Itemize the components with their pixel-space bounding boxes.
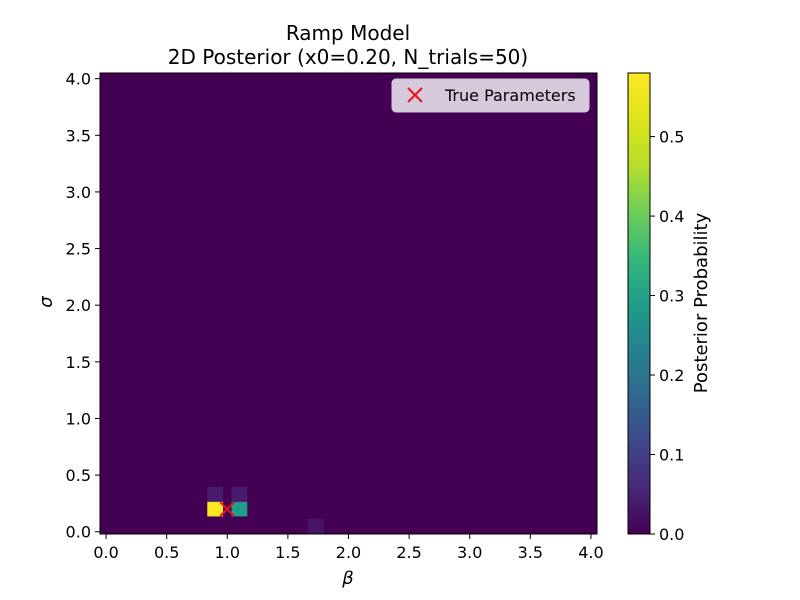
- x-tick-label: 0.5: [154, 543, 179, 562]
- colorbar-frame: [627, 72, 651, 535]
- chart-title-line-2: 2D Posterior (x0=0.20, N_trials=50): [168, 45, 528, 69]
- plot-area: [99, 72, 598, 535]
- heatmap-cell: [207, 486, 224, 502]
- colorbar-tick-label: 0.5: [659, 128, 684, 147]
- colorbar: 0.0 0.1 0.2 0.3 0.4 0.5 Posterior Probability: [627, 72, 712, 544]
- y-tick-label: 1.0: [66, 409, 91, 428]
- heatmap-cell: [231, 486, 248, 502]
- colorbar-gradient-bar: [628, 73, 650, 534]
- y-tick-label: 2.0: [66, 296, 91, 315]
- x-tick-label: 2.5: [396, 543, 421, 562]
- true-parameters-marker: [219, 501, 235, 517]
- x-tick-label: 3.0: [457, 543, 482, 562]
- x-tick-label: 4.0: [578, 543, 603, 562]
- y-tick-label: 0.5: [66, 466, 91, 485]
- x-tick-label: 0.0: [93, 543, 118, 562]
- y-tick-label: 0.0: [66, 523, 91, 542]
- x-tick-label: 3.5: [518, 543, 543, 562]
- legend-label: True Parameters: [444, 86, 576, 105]
- x-axis-label: β: [341, 568, 354, 589]
- y-tick-label: 3.0: [66, 183, 91, 202]
- chart-title-line-1: Ramp Model: [286, 21, 410, 45]
- y-tick-label: 2.5: [66, 240, 91, 259]
- x-tick-label: 1.0: [215, 543, 240, 562]
- colorbar-tick-label: 0.0: [659, 525, 684, 544]
- x-axis: 0.0 0.5 1.0 1.5 2.0 2.5 3.0 3.5 4.0: [93, 534, 604, 562]
- colorbar-tick-label: 0.1: [659, 446, 684, 465]
- x-tick-label: 2.0: [336, 543, 361, 562]
- y-tick-label: 1.5: [66, 353, 91, 372]
- heatmap-cell: [307, 518, 324, 534]
- y-tick-label: 3.5: [66, 126, 91, 145]
- y-axis: 0.0 0.5 1.0 1.5 2.0 2.5 3.0 3.5 4.0: [66, 70, 100, 542]
- legend-box: [391, 78, 590, 113]
- x-tick-label: 1.5: [275, 543, 300, 562]
- colorbar-ticks: 0.0 0.1 0.2 0.3 0.4 0.5: [627, 72, 684, 544]
- legend: True Parameters: [391, 78, 590, 113]
- legend-marker-icon: [407, 87, 423, 103]
- colorbar-label: Posterior Probability: [691, 212, 712, 393]
- heatmap-cell: [231, 501, 248, 517]
- colorbar-tick-label: 0.2: [659, 366, 684, 385]
- y-tick-label: 4.0: [66, 70, 91, 89]
- colorbar-tick-label: 0.3: [659, 287, 684, 306]
- heatmap-cell: [207, 501, 224, 517]
- colorbar-tick-label: 0.4: [659, 207, 684, 226]
- heatmap-background: [100, 73, 597, 534]
- y-axis-label: σ: [36, 296, 57, 308]
